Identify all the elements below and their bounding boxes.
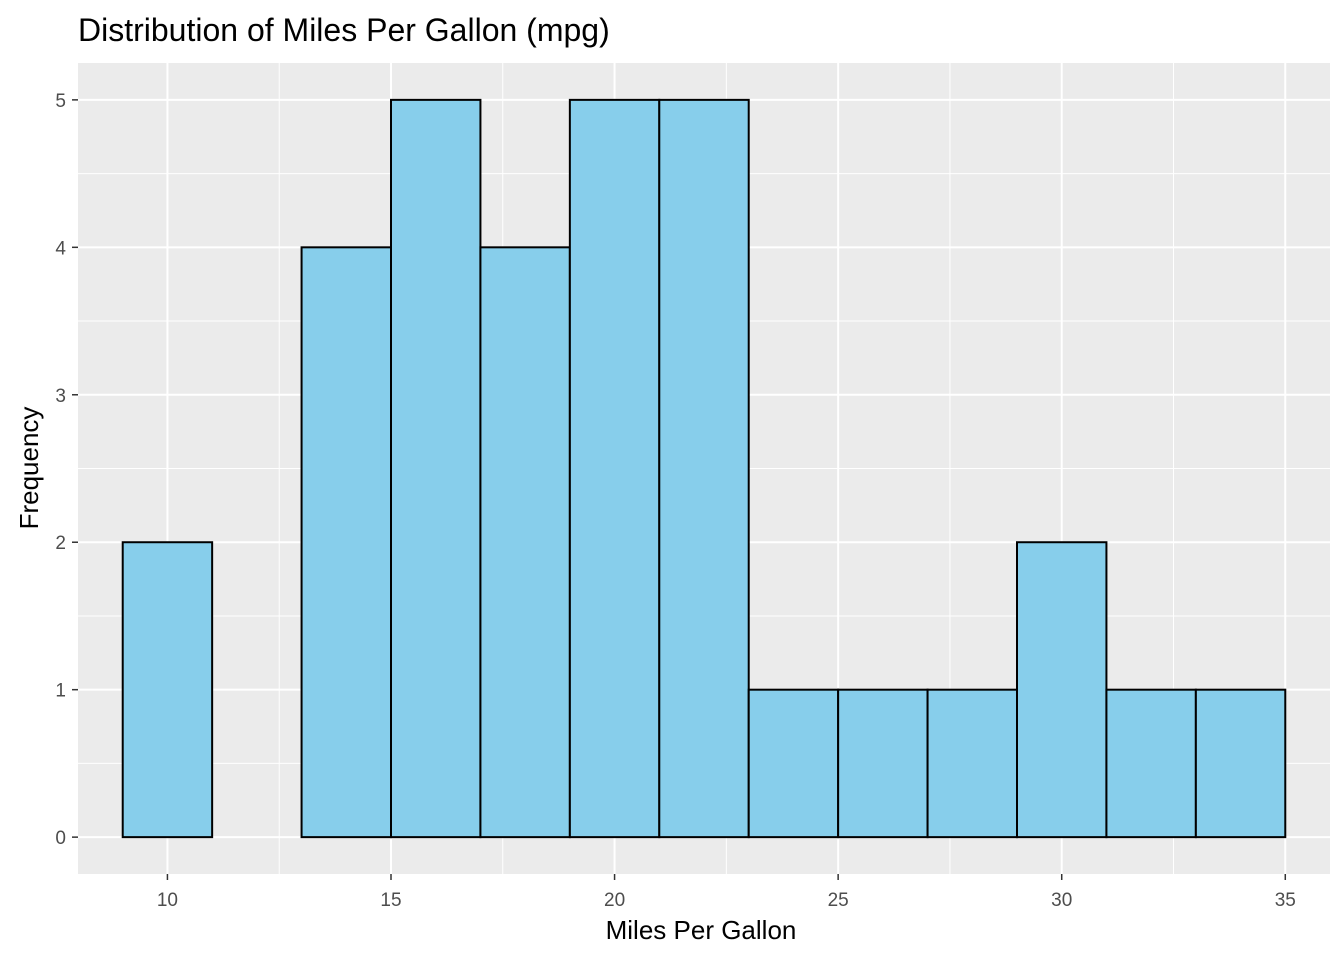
histogram-bar — [479, 246, 571, 839]
x-tick-label: 35 — [1275, 890, 1296, 911]
y-tick-label: 5 — [55, 91, 66, 112]
y-tick-label: 4 — [55, 238, 66, 259]
y-tick-label: 3 — [55, 386, 66, 407]
histogram-bar — [747, 688, 840, 839]
histogram-bar — [390, 98, 482, 839]
histogram-bar — [121, 541, 214, 839]
y-tick-label: 0 — [55, 828, 66, 849]
histogram-bar — [300, 246, 393, 839]
x-axis-ticks: 10 15 20 25 30 35 — [157, 874, 1296, 911]
y-tick-label: 1 — [55, 681, 66, 702]
histogram-bars — [121, 98, 1287, 839]
histogram-bar — [1016, 541, 1108, 839]
histogram-bar — [568, 98, 661, 839]
x-tick-label: 25 — [828, 890, 849, 911]
y-axis-ticks: 0 1 2 3 4 5 — [55, 91, 78, 849]
x-tick-label: 30 — [1051, 890, 1072, 911]
histogram-bar — [658, 98, 750, 839]
x-tick-label: 20 — [604, 890, 625, 911]
histogram-bar — [926, 688, 1018, 839]
y-tick-label: 2 — [55, 533, 66, 554]
histogram-bar — [1194, 688, 1287, 839]
x-axis-title: Miles Per Gallon — [606, 915, 797, 945]
chart-title: Distribution of Miles Per Gallon (mpg) — [78, 12, 610, 48]
y-axis-title: Frequency — [14, 407, 44, 530]
histogram-bar — [1105, 688, 1197, 839]
x-tick-label: 15 — [380, 890, 401, 911]
x-tick-label: 10 — [157, 890, 178, 911]
histogram-bar — [837, 688, 929, 839]
